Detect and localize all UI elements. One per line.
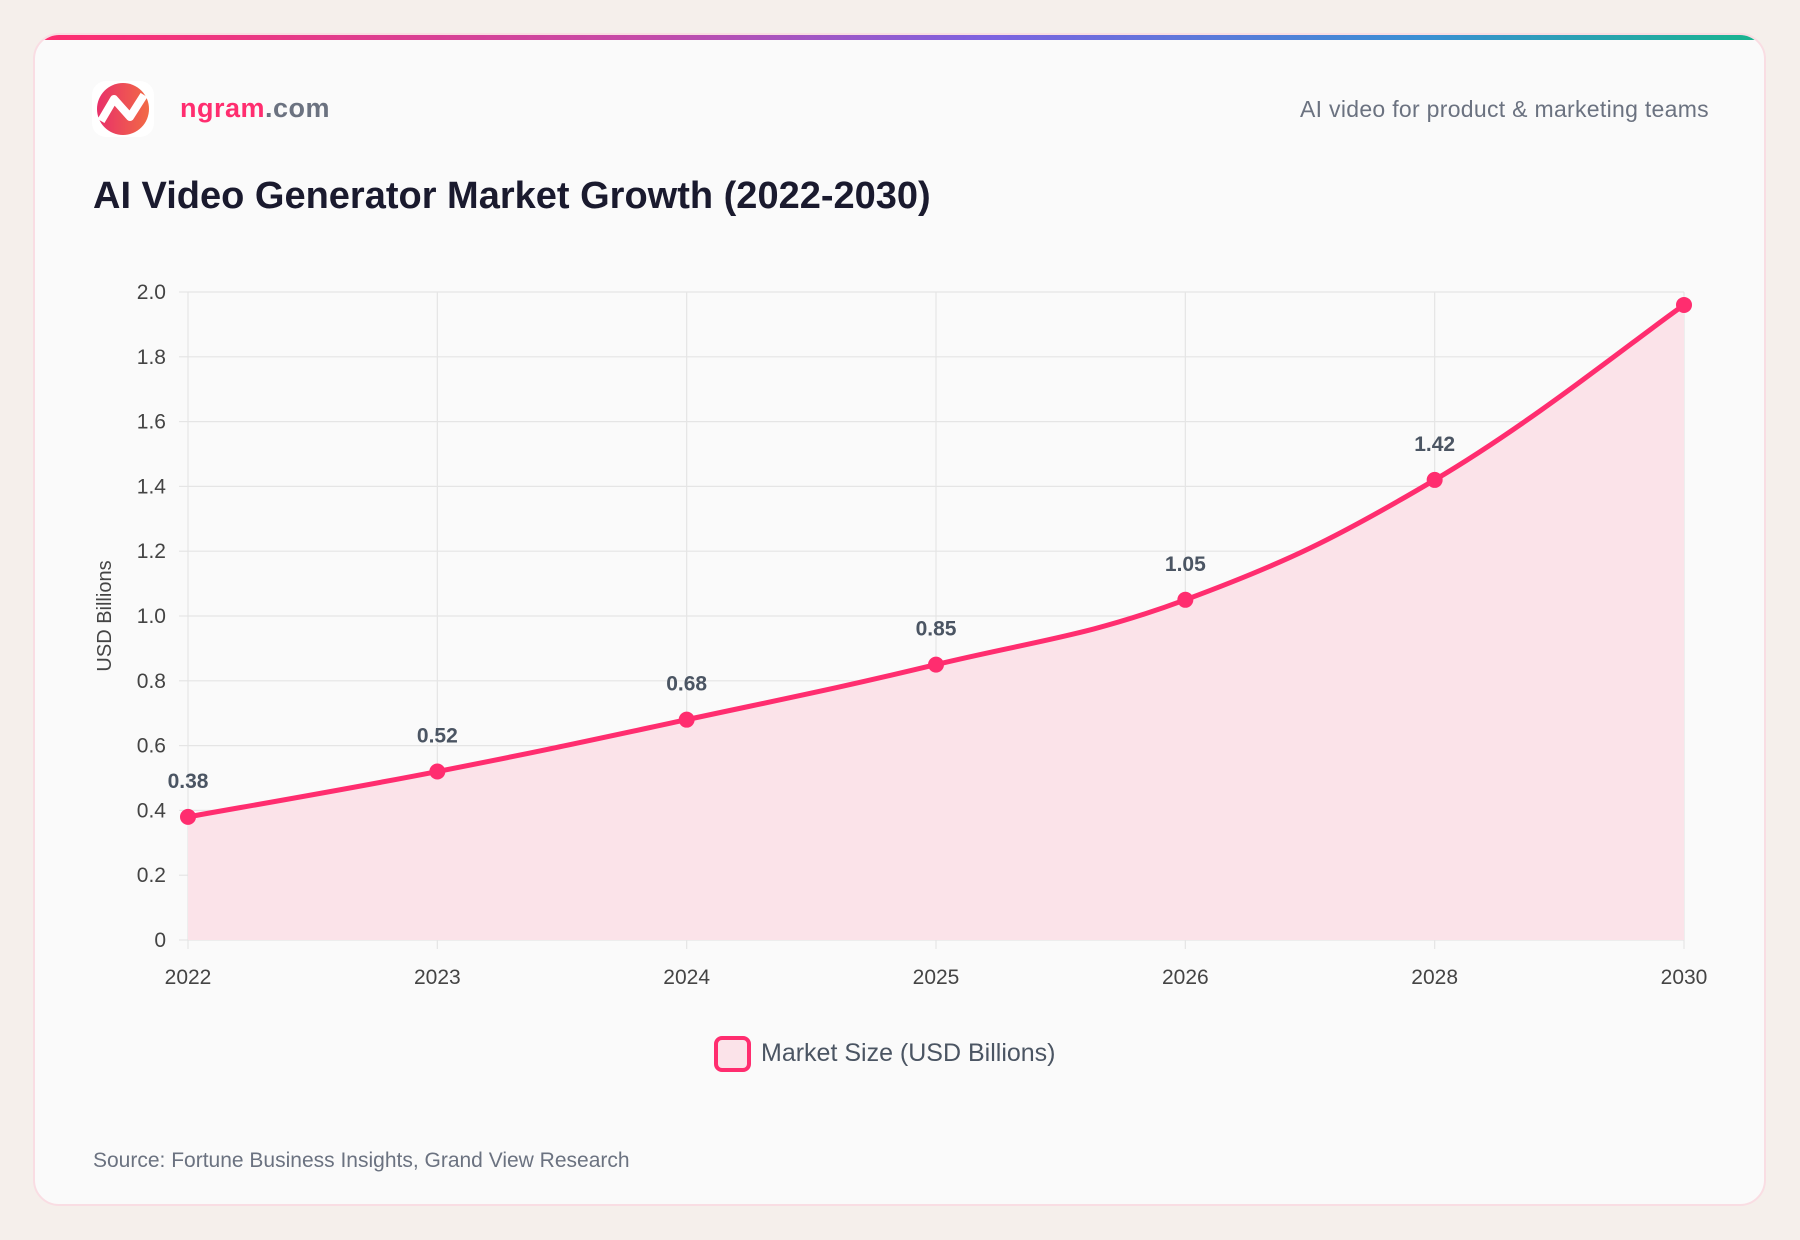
legend-swatch bbox=[714, 1036, 751, 1072]
y-tick-label: 0 bbox=[154, 929, 166, 952]
x-tick-label: 2028 bbox=[1411, 966, 1458, 989]
data-point bbox=[1177, 591, 1194, 608]
y-tick-label: 0.6 bbox=[137, 735, 166, 758]
gradient-bar bbox=[35, 35, 1764, 40]
y-axis-title: USD Billions bbox=[94, 560, 116, 671]
y-tick-label: 2.0 bbox=[137, 281, 166, 304]
tagline: AI video for product & marketing teams bbox=[1300, 96, 1709, 122]
x-tick-label: 2024 bbox=[663, 966, 710, 989]
data-label: 0.38 bbox=[168, 770, 209, 793]
brand-suffix: .com bbox=[265, 93, 331, 123]
data-point bbox=[1676, 296, 1692, 313]
x-tick-label: 2025 bbox=[913, 966, 960, 989]
source-note: Source: Fortune Business Insights, Grand… bbox=[93, 1149, 630, 1172]
data-point bbox=[678, 711, 695, 728]
area-fill bbox=[188, 304, 1684, 941]
data-point bbox=[1426, 471, 1443, 488]
y-tick-label: 0.2 bbox=[137, 864, 166, 887]
brand-name: ngram.com bbox=[180, 93, 330, 124]
data-label: 1.42 bbox=[1414, 433, 1455, 456]
y-tick-label: 0.4 bbox=[137, 799, 167, 822]
data-label: 0.52 bbox=[417, 725, 458, 748]
data-point bbox=[928, 656, 944, 673]
x-tick-label: 2026 bbox=[1162, 966, 1209, 989]
ngram-logo-icon bbox=[92, 81, 154, 137]
data-point bbox=[429, 763, 446, 780]
x-tick-label: 2023 bbox=[414, 966, 461, 989]
y-tick-label: 1.8 bbox=[137, 346, 166, 369]
x-tick-label: 2022 bbox=[165, 966, 212, 989]
data-label: 1.96 bbox=[1664, 258, 1705, 281]
data-point bbox=[180, 808, 196, 825]
y-tick-label: 1.0 bbox=[137, 605, 166, 628]
y-tick-label: 1.4 bbox=[137, 475, 167, 498]
chart-title: AI Video Generator Market Growth (2022-2… bbox=[93, 175, 931, 217]
y-tick-label: 1.6 bbox=[137, 411, 166, 434]
legend-label: Market Size (USD Billions) bbox=[761, 1039, 1056, 1067]
data-label: 0.68 bbox=[666, 673, 707, 696]
data-label: 0.85 bbox=[916, 618, 957, 641]
y-tick-label: 1.2 bbox=[137, 540, 166, 563]
data-label: 1.05 bbox=[1165, 553, 1206, 576]
y-tick-label: 0.8 bbox=[137, 670, 166, 693]
brand-main: ngram bbox=[180, 93, 266, 123]
x-tick-label: 2030 bbox=[1661, 966, 1708, 989]
